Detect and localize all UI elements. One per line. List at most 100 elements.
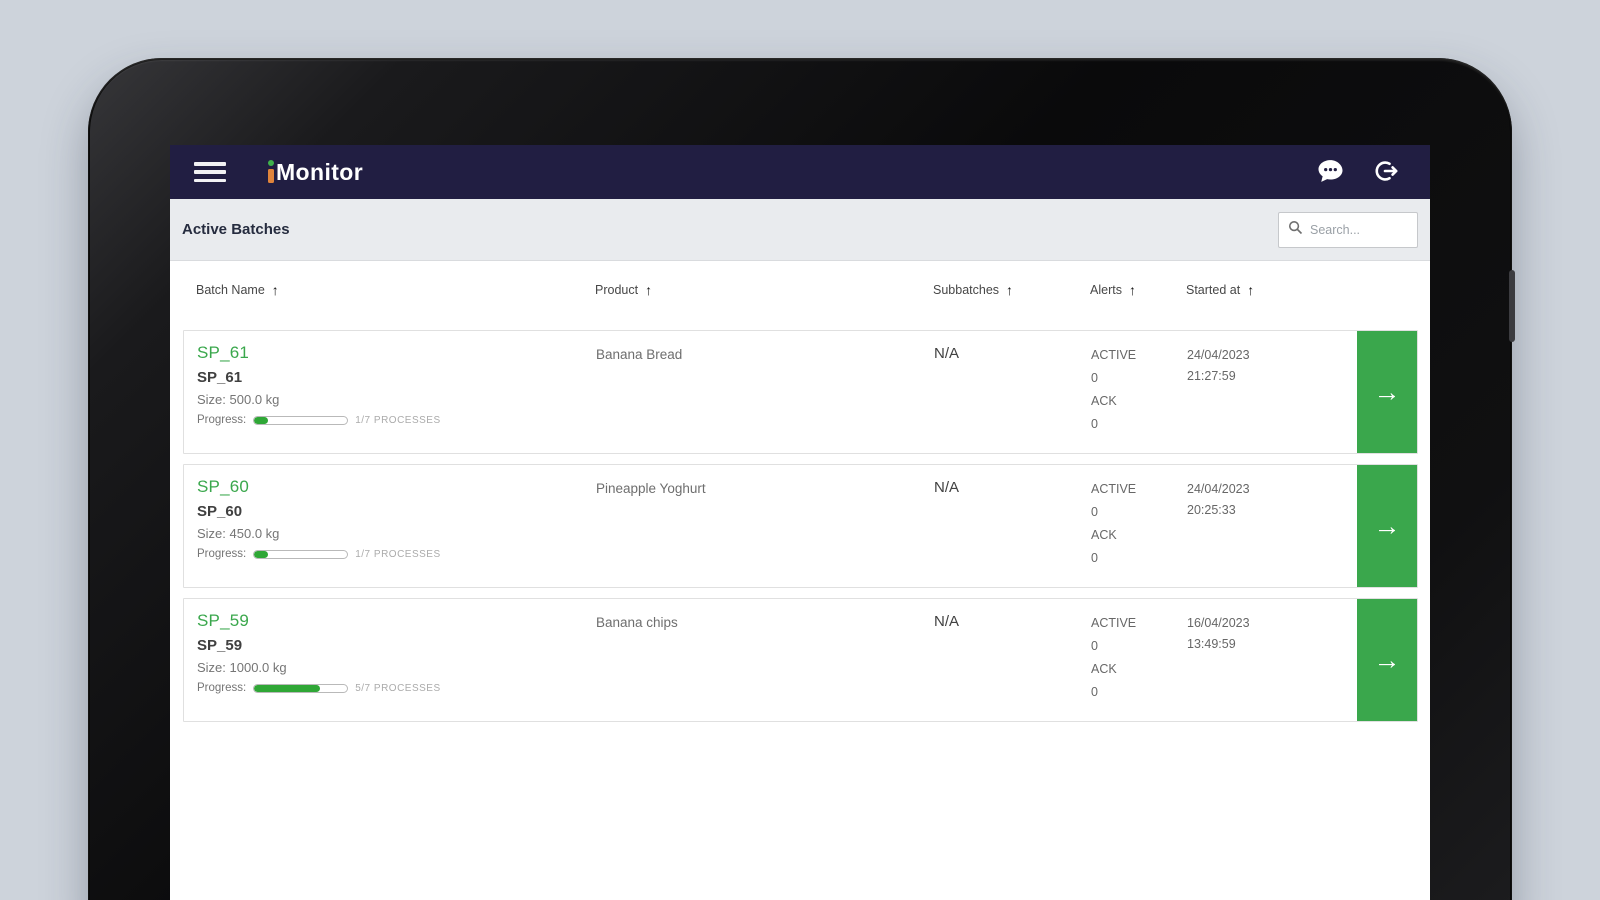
logout-button[interactable] — [1374, 159, 1400, 186]
table-header: Batch Name ↑ Product ↑ Subbatches ↑ Aler… — [170, 283, 1430, 303]
alerts-ack-label: ACK — [1091, 394, 1117, 408]
alerts-active-label: ACTIVE — [1091, 616, 1137, 630]
column-header-started-at[interactable]: Started at ↑ — [1186, 283, 1254, 297]
column-label: Alerts — [1090, 283, 1122, 297]
progress-caption: 1/7 PROCESSES — [355, 548, 441, 560]
column-label: Started at — [1186, 283, 1241, 297]
batch-table: Batch Name ↑ Product ↑ Subbatches ↑ Aler… — [170, 261, 1430, 900]
alerts-cell: ACTIVE 0 ACK 0 — [1091, 344, 1136, 436]
alerts-ack-count: 0 — [1091, 685, 1098, 699]
started-time: 13:49:59 — [1187, 637, 1236, 651]
progress-bar — [253, 549, 349, 559]
page-toolbar: Active Batches — [170, 199, 1430, 261]
column-label: Product — [595, 283, 639, 297]
arrow-right-icon: → — [1373, 510, 1401, 541]
table-rows: SP_61 SP_61 Size: 500.0 kg Progress: 1/7… — [183, 330, 1418, 722]
batch-size: Size: 500.0 kg — [197, 392, 280, 407]
search-icon — [1288, 220, 1303, 240]
menu-button[interactable] — [194, 162, 226, 182]
progress-bar — [253, 415, 349, 425]
subbatches-cell: N/A — [934, 613, 960, 630]
progress-label: Progress: — [197, 548, 247, 560]
progress-bar — [253, 683, 349, 693]
alerts-ack-count: 0 — [1091, 551, 1098, 565]
progress-row: Progress: 5/7 PROCESSES — [197, 682, 441, 694]
started-cell: 24/04/2023 21:27:59 — [1187, 345, 1250, 387]
product-cell: Pineapple Yoghurt — [596, 481, 706, 496]
hamburger-icon — [194, 178, 226, 182]
hamburger-icon — [194, 162, 226, 166]
batch-name: SP_61 — [197, 369, 243, 386]
page-title: Active Batches — [182, 221, 290, 238]
progress-fill — [254, 550, 269, 558]
table-row: SP_61 SP_61 Size: 500.0 kg Progress: 1/7… — [183, 330, 1418, 454]
progress-fill — [254, 684, 321, 692]
progress-label: Progress: — [197, 682, 247, 694]
table-row: SP_59 SP_59 Size: 1000.0 kg Progress: 5/… — [183, 598, 1418, 722]
chat-bubble-icon — [1317, 159, 1344, 186]
app-screen: Monitor — [170, 145, 1430, 900]
app-title: Monitor — [276, 158, 364, 185]
batch-size: Size: 1000.0 kg — [197, 660, 287, 675]
started-time: 21:27:59 — [1187, 369, 1236, 383]
table-row: SP_60 SP_60 Size: 450.0 kg Progress: 1/7… — [183, 464, 1418, 588]
search-input[interactable] — [1310, 222, 1408, 237]
sort-arrow-icon: ↑ — [1006, 282, 1014, 298]
alerts-active-label: ACTIVE — [1091, 482, 1137, 496]
started-cell: 24/04/2023 20:25:33 — [1187, 479, 1250, 521]
product-cell: Banana Bread — [596, 347, 683, 362]
subbatches-cell: N/A — [934, 345, 960, 362]
batch-size: Size: 450.0 kg — [197, 526, 280, 541]
batch-link[interactable]: SP_60 — [197, 477, 250, 496]
alerts-ack-label: ACK — [1091, 528, 1117, 542]
progress-label: Progress: — [197, 414, 247, 426]
started-date: 24/04/2023 — [1187, 482, 1250, 496]
search-box[interactable] — [1278, 211, 1418, 248]
column-label: Subbatches — [933, 283, 1000, 297]
alerts-cell: ACTIVE 0 ACK 0 — [1091, 478, 1136, 570]
app-bar: Monitor — [170, 145, 1430, 199]
started-date: 24/04/2023 — [1187, 348, 1250, 362]
subbatches-cell: N/A — [934, 479, 960, 496]
alerts-active-count: 0 — [1091, 505, 1098, 519]
sort-arrow-icon: ↑ — [645, 282, 653, 298]
sort-arrow-icon: ↑ — [1247, 282, 1255, 298]
sort-arrow-icon: ↑ — [1128, 282, 1136, 298]
column-header-product[interactable]: Product ↑ — [595, 283, 652, 297]
alerts-active-label: ACTIVE — [1091, 348, 1137, 362]
alerts-active-count: 0 — [1091, 639, 1098, 653]
column-header-subbatches[interactable]: Subbatches ↑ — [933, 283, 1013, 297]
batch-link[interactable]: SP_59 — [197, 611, 250, 630]
batch-cell: SP_61 SP_61 Size: 500.0 kg Progress: 1/7… — [197, 343, 441, 426]
appbar-actions — [1317, 159, 1400, 186]
batch-cell: SP_59 SP_59 Size: 1000.0 kg Progress: 5/… — [197, 611, 441, 694]
column-header-alerts[interactable]: Alerts ↑ — [1090, 283, 1136, 297]
alerts-ack-label: ACK — [1091, 662, 1117, 676]
hamburger-icon — [194, 170, 226, 174]
open-batch-button[interactable]: → — [1357, 331, 1417, 453]
progress-caption: 1/7 PROCESSES — [355, 414, 441, 426]
chat-button[interactable] — [1317, 159, 1344, 186]
open-batch-button[interactable]: → — [1357, 599, 1417, 721]
logo-letter-i-icon — [268, 159, 274, 185]
started-date: 16/04/2023 — [1187, 616, 1250, 630]
arrow-right-icon: → — [1373, 644, 1401, 675]
arrow-right-icon: → — [1373, 376, 1401, 407]
logout-icon — [1374, 159, 1400, 186]
progress-fill — [254, 416, 269, 424]
progress-caption: 5/7 PROCESSES — [355, 682, 441, 694]
open-batch-button[interactable]: → — [1357, 465, 1417, 587]
product-cell: Banana chips — [596, 615, 678, 630]
sort-arrow-icon: ↑ — [271, 282, 279, 298]
progress-row: Progress: 1/7 PROCESSES — [197, 548, 441, 560]
started-cell: 16/04/2023 13:49:59 — [1187, 613, 1250, 655]
app-logo: Monitor — [268, 158, 364, 185]
alerts-active-count: 0 — [1091, 371, 1098, 385]
tablet-side-button — [1509, 270, 1515, 342]
batch-name: SP_60 — [197, 503, 243, 520]
alerts-ack-count: 0 — [1091, 417, 1098, 431]
column-label: Batch Name — [196, 283, 265, 297]
batch-link[interactable]: SP_61 — [197, 343, 250, 362]
column-header-batch-name[interactable]: Batch Name ↑ — [196, 283, 279, 297]
batch-cell: SP_60 SP_60 Size: 450.0 kg Progress: 1/7… — [197, 477, 441, 560]
